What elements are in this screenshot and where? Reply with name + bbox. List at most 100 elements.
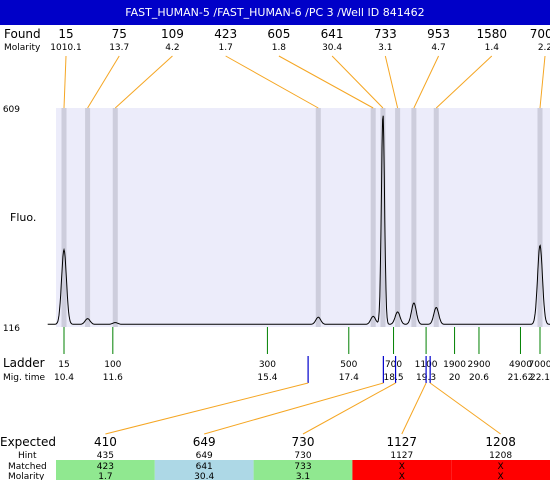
- found-peak-molarity: 1010.1: [50, 43, 82, 53]
- found-peak-molarity: 1.4: [485, 43, 500, 53]
- fluo-axis-label: Fluo.: [10, 211, 36, 224]
- fluorescence-trace: [47, 115, 550, 325]
- found-peak-size: 953: [427, 27, 450, 41]
- hint-label: Hint: [18, 451, 37, 461]
- found-peak-molarity: 1.7: [219, 43, 233, 53]
- ladder-size-label: 100: [104, 360, 121, 370]
- ladder-mig-time-label: 18.5: [384, 373, 404, 383]
- expected-connector: [204, 382, 384, 435]
- peak-band: [112, 108, 118, 327]
- peak-band: [85, 108, 91, 327]
- matched-size: 423: [97, 462, 114, 472]
- expected-connector: [429, 382, 501, 435]
- page-title: FAST_HUMAN-5 /FAST_HUMAN-6 /PC 3 /Well I…: [125, 6, 425, 19]
- ladder-mig-time-label: 17.4: [339, 373, 359, 383]
- matched-molarity: X: [498, 472, 504, 480]
- expected-size: 410: [94, 435, 117, 449]
- expected-size: 1127: [387, 435, 418, 449]
- found-peak-molarity: 13.7: [109, 43, 129, 53]
- peak-connector: [63, 55, 67, 109]
- found-peak-size: 641: [321, 27, 344, 41]
- matched-size: 733: [294, 462, 311, 472]
- matched-cell: [253, 460, 353, 480]
- found-peak-size: 7000: [530, 27, 550, 41]
- ladder-mig-time-label: 20: [449, 373, 461, 383]
- found-peak-size: 109: [161, 27, 184, 41]
- ladder-size-label: 4900: [509, 360, 532, 370]
- peak-band: [380, 108, 386, 327]
- matched-cell: [154, 460, 254, 480]
- matched-size: X: [498, 462, 504, 472]
- ladder-size-label: 1900: [443, 360, 466, 370]
- ladder-size-label: 15: [58, 360, 69, 370]
- matched-cell: [56, 460, 155, 480]
- expected-hint: 730: [294, 451, 311, 461]
- expected-connector: [105, 382, 309, 435]
- mig-time-label: Mig. time: [3, 373, 45, 383]
- found-peak-molarity: 1.8: [272, 43, 287, 53]
- peak-band: [537, 108, 543, 327]
- peak-band: [370, 108, 376, 327]
- peak-connector: [87, 55, 120, 109]
- peak-band: [433, 108, 439, 327]
- ladder-mig-time-label: 15.4: [257, 373, 277, 383]
- ladder-size-label: 2900: [468, 360, 491, 370]
- expected-label: Expected: [0, 435, 56, 449]
- matched-molarity: 1.7: [98, 472, 112, 480]
- peak-connector: [331, 55, 384, 109]
- peak-connector: [413, 55, 440, 109]
- ladder-size-label: 7000: [529, 360, 550, 370]
- ladder-mig-time-label: 11.6: [103, 373, 123, 383]
- expected-hint: 649: [196, 451, 213, 461]
- peak-connector: [278, 55, 374, 109]
- matched-molarity: 3.1: [296, 472, 310, 480]
- peak-connector: [225, 55, 319, 109]
- ladder-size-label: 500: [340, 360, 357, 370]
- ladder-mig-time-label: 21.62: [508, 373, 534, 383]
- ladder-mig-time-label: 22.1: [530, 373, 550, 383]
- matched-molarity: X: [399, 472, 405, 480]
- matched-size: X: [399, 462, 405, 472]
- peak-connector: [435, 55, 493, 109]
- expected-hint: 1127: [390, 451, 413, 461]
- peak-connector: [384, 55, 399, 109]
- found-peak-molarity: 3.1: [378, 43, 392, 53]
- molarity-label: Molarity: [4, 43, 41, 53]
- expected-size: 730: [292, 435, 315, 449]
- peak-connector: [539, 55, 546, 109]
- expected-hint: 435: [97, 451, 114, 461]
- expected-size: 1208: [485, 435, 516, 449]
- ladder-size-label: 300: [259, 360, 276, 370]
- title-bar: FAST_HUMAN-5 /FAST_HUMAN-6 /PC 3 /Well I…: [0, 0, 550, 25]
- expected-connector: [302, 382, 396, 435]
- ladder-mig-time-label: 10.4: [54, 373, 74, 383]
- peak-band: [411, 108, 417, 327]
- ladder-size-label: 700: [385, 360, 402, 370]
- ladder-label: Ladder: [3, 356, 45, 370]
- found-label: Found: [4, 27, 41, 41]
- found-peak-size: 1580: [477, 27, 508, 41]
- matched-cell: [451, 460, 550, 480]
- found-peak-size: 15: [58, 27, 73, 41]
- found-peak-size: 423: [214, 27, 237, 41]
- expected-hint: 1208: [489, 451, 512, 461]
- found-peak-molarity: 30.4: [322, 43, 342, 53]
- found-peak-size: 75: [112, 27, 127, 41]
- found-peak-size: 733: [374, 27, 397, 41]
- matched-label: Matched: [8, 462, 47, 472]
- plot-area: [56, 108, 550, 327]
- matched-size: 641: [196, 462, 213, 472]
- found-peak-size: 605: [267, 27, 290, 41]
- matched-cell: [352, 460, 452, 480]
- found-peak-molarity: 2.2: [538, 43, 550, 53]
- found-peak-molarity: 4.2: [165, 43, 179, 53]
- peak-band: [61, 108, 67, 327]
- peak-band: [395, 108, 401, 327]
- matched-molarity: 30.4: [194, 472, 214, 480]
- matched-molarity-label: Molarity: [8, 472, 45, 480]
- y-tick-label: 116: [3, 324, 20, 334]
- expected-connector: [401, 382, 427, 435]
- expected-size: 649: [193, 435, 216, 449]
